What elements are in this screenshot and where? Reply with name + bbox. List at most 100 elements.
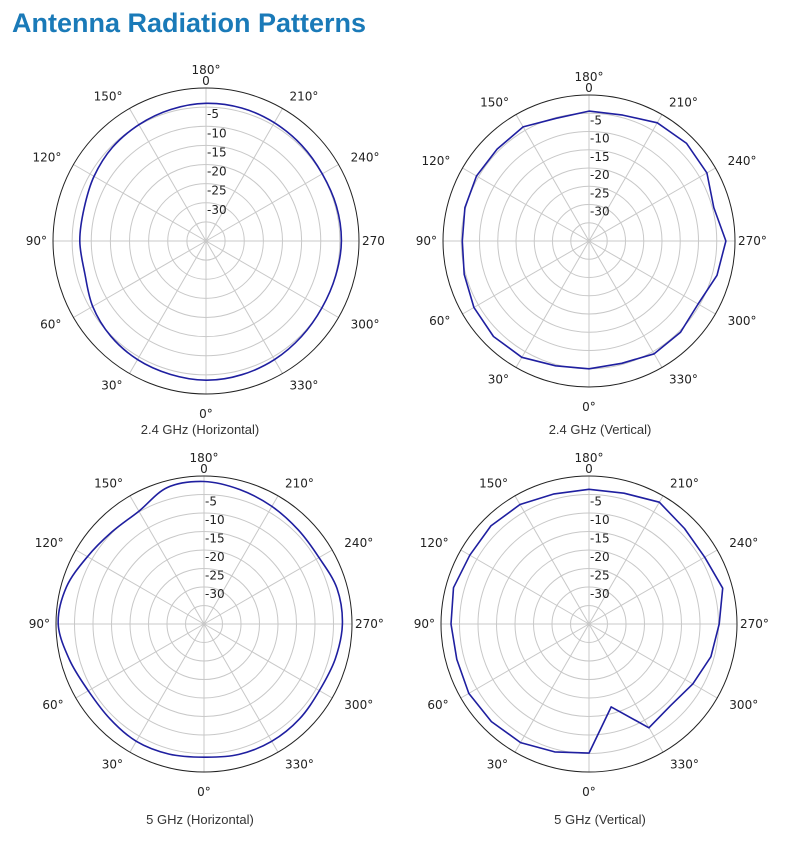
grid-spoke <box>515 240 590 368</box>
radial-tick-label: -15 <box>590 150 610 164</box>
grid-spoke <box>514 623 590 753</box>
chart-caption: 2.4 GHz (Vertical) <box>548 422 652 437</box>
angle-tick-label: 120° <box>32 151 61 165</box>
grid-spoke <box>75 549 205 625</box>
polar-chart: 0 -5 -10 -15 -20 -25 -30 0° 30° 60° 90° 120° 150° 180… <box>414 451 769 799</box>
angle-tick-label: 210° <box>669 95 698 109</box>
angle-tick-label: 330° <box>669 373 698 387</box>
grid-spoke <box>460 623 590 699</box>
angle-tick-label: 90° <box>414 617 435 631</box>
angle-tick-label: 330° <box>290 379 319 393</box>
angle-tick-label: 0° <box>199 407 213 421</box>
angle-tick-label: 0° <box>582 785 596 799</box>
grid-spoke <box>203 549 333 625</box>
chart-caption: 5 GHz (Horizontal) <box>146 812 254 827</box>
grid-spoke <box>588 114 663 242</box>
angle-tick-label: 300° <box>351 318 380 332</box>
angle-tick-label: 90° <box>26 234 47 248</box>
angle-tick-label: 300° <box>728 314 757 328</box>
angle-tick-label: 270° <box>738 234 767 248</box>
chart-caption: 5 GHz (Vertical) <box>554 812 646 827</box>
outer-ring <box>442 94 736 388</box>
angle-tick-label: 240° <box>351 151 380 165</box>
grid-spoke <box>203 495 279 625</box>
angle-tick-label: 60° <box>42 698 63 712</box>
grid-spoke <box>129 495 205 625</box>
angle-tick-label: 150° <box>94 477 123 491</box>
angle-tick-label: 180° <box>575 70 604 84</box>
angle-tick-label: 270° <box>740 617 769 631</box>
angle-tick-label: 240° <box>728 154 757 168</box>
angle-tick-label: 150° <box>480 95 509 109</box>
radial-tick-label: -5 <box>207 107 219 121</box>
outer-ring <box>52 87 360 395</box>
angle-tick-label: 270 <box>362 234 385 248</box>
polar-chart: 0 -5 -10 -15 -20 -25 -30 0° 30° 60° 90° 120° 150° 180… <box>416 70 767 414</box>
angle-tick-label: 120° <box>35 536 64 550</box>
angle-tick-label: 0° <box>197 785 211 799</box>
angle-tick-label: 90° <box>416 234 437 248</box>
angle-tick-label: 210° <box>290 89 319 103</box>
angle-tick-label: 30° <box>488 373 509 387</box>
grid-spoke <box>460 549 590 625</box>
series-line <box>461 110 727 370</box>
angle-tick-label: 90° <box>29 617 50 631</box>
radial-tick-label: -10 <box>205 513 225 527</box>
chart-panel-5ghz-horizontal: 0 -5 -10 -15 -20 -25 -30 0° 30° 60° 90° 120° 150° 180… <box>0 444 400 834</box>
angle-tick-label: 330° <box>670 757 699 771</box>
radial-tick-label: -30 <box>590 205 610 219</box>
angle-tick-label: 60° <box>40 318 61 332</box>
grid-spoke <box>205 164 339 242</box>
grid-spoke <box>588 240 716 315</box>
angle-tick-label: 60° <box>427 698 448 712</box>
angle-tick-label: 30° <box>487 757 508 771</box>
angle-tick-label: 0° <box>582 400 596 414</box>
outer-ring <box>55 475 353 773</box>
grid-spoke <box>588 240 663 368</box>
radial-tick-label: -25 <box>207 184 227 198</box>
grid-spoke <box>205 240 339 318</box>
grid-spoke <box>75 623 205 699</box>
radial-tick-label: -15 <box>590 532 610 546</box>
angle-tick-label: 180° <box>192 63 221 77</box>
grid-spoke <box>205 240 283 374</box>
radial-tick-label: 0 <box>585 81 593 95</box>
grid-spoke <box>129 108 207 242</box>
angle-tick-label: 60° <box>429 314 450 328</box>
grid-spoke <box>203 623 279 753</box>
radial-tick-label: -15 <box>205 532 225 546</box>
grid-spoke <box>588 623 718 699</box>
angle-tick-label: 180° <box>575 451 604 465</box>
radial-tick-label: 0 <box>585 462 593 476</box>
angle-tick-label: 240° <box>344 536 373 550</box>
grid-spoke <box>462 240 590 315</box>
polar-chart: 0 -5 -10 -15 -20 -25 -30 0° 30° 60° 90° 120° 150° 180… <box>29 451 384 799</box>
angle-tick-label: 120° <box>421 154 450 168</box>
grid-spoke <box>129 240 207 374</box>
radial-tick-label: -15 <box>207 145 227 159</box>
radial-tick-label: -5 <box>205 495 217 509</box>
chart-caption: 2.4 GHz (Horizontal) <box>140 422 260 437</box>
outer-ring <box>440 475 738 773</box>
angle-tick-label: 30° <box>102 757 123 771</box>
series-line <box>450 488 724 754</box>
grid-spoke <box>588 495 664 625</box>
angle-tick-label: 180° <box>190 451 219 465</box>
radial-tick-label: -30 <box>205 587 225 601</box>
angle-tick-label: 150° <box>94 89 123 103</box>
radial-tick-label: -30 <box>207 203 227 217</box>
angle-tick-label: 300° <box>344 698 373 712</box>
radial-tick-label: 0 <box>200 462 208 476</box>
grid-spoke <box>462 167 590 242</box>
grid-spoke <box>514 495 590 625</box>
radial-tick-label: -10 <box>207 126 227 140</box>
grid-spoke <box>515 114 590 242</box>
radial-tick-label: 0 <box>202 74 210 88</box>
radial-tick-label: -25 <box>590 569 610 583</box>
radial-tick-label: -20 <box>590 168 610 182</box>
radial-tick-label: -10 <box>590 513 610 527</box>
radial-tick-label: -25 <box>205 569 225 583</box>
page-title: Antenna Radiation Patterns <box>12 8 367 38</box>
angle-tick-label: 270° <box>355 617 384 631</box>
angle-tick-label: 300° <box>729 698 758 712</box>
